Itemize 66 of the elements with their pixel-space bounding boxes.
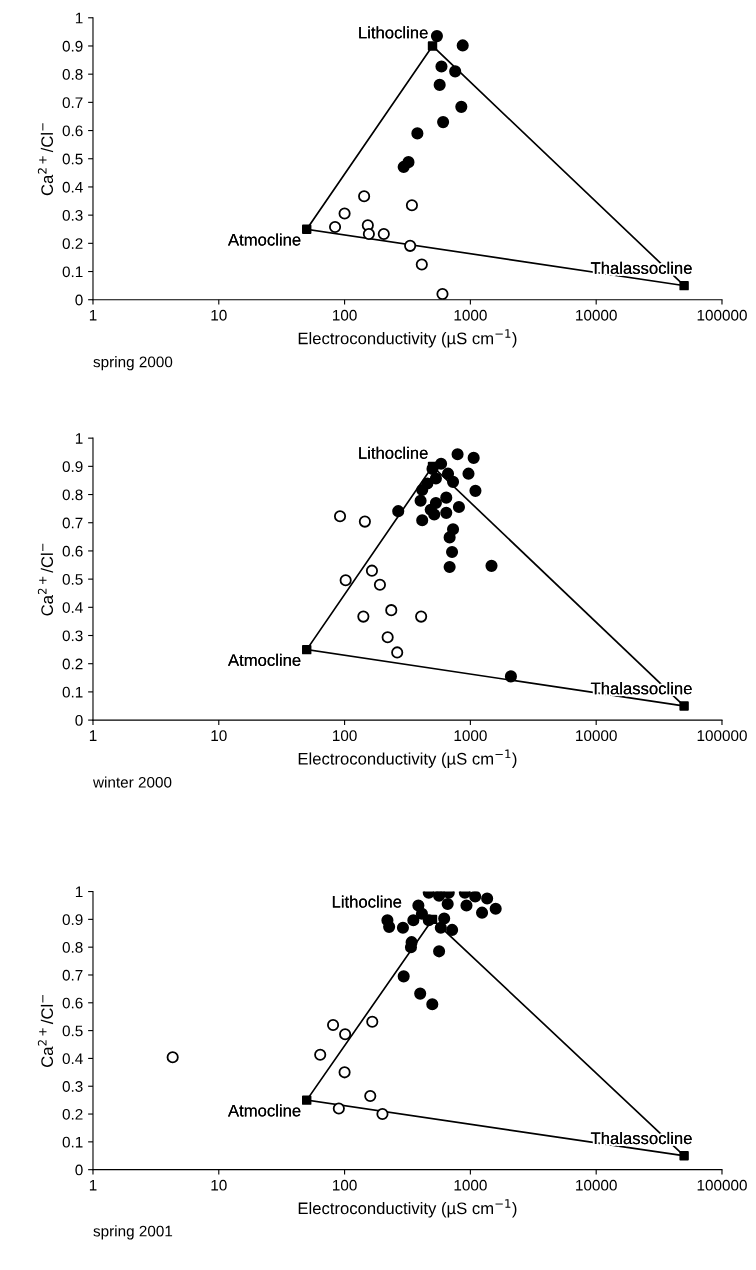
annotation: Lithocline bbox=[332, 895, 402, 908]
y-tick-label: 0.4 bbox=[62, 181, 83, 193]
y-axis-title: Ca$^{2+}$/Cl$^{−}$ bbox=[37, 123, 54, 196]
x-tick-label: 1 bbox=[89, 1179, 97, 1191]
x-tick-label: 100 bbox=[333, 730, 357, 742]
x-axis-title: Electroconductivity (µS cm$^{−1}$) bbox=[298, 749, 517, 768]
y-tick-label: 0.8 bbox=[62, 942, 83, 953]
x-tick-label: 1 bbox=[89, 730, 97, 741]
y-tick-label: 0.3 bbox=[62, 1081, 83, 1092]
y-tick-label: 0.4 bbox=[62, 1053, 83, 1065]
y-tick-label: 0.7 bbox=[62, 969, 83, 981]
y-axis-title: Ca$^{2+}$/Cl$^{−}$ bbox=[37, 995, 54, 1068]
y-tick-label: 0.3 bbox=[62, 630, 83, 642]
x-tick-label: 1000 bbox=[454, 309, 487, 321]
y-tick-label: 0.3 bbox=[62, 210, 83, 221]
annotation: Lithocline bbox=[359, 446, 428, 459]
y-tick-label: 0.6 bbox=[62, 545, 83, 557]
y-tick-label: 0.7 bbox=[62, 97, 83, 109]
x-tick-label: 1 bbox=[89, 310, 97, 321]
x-tick-label: 100 bbox=[333, 1179, 357, 1191]
text: winter 2000 bbox=[92, 776, 172, 788]
x-tick-label: 100000 bbox=[697, 730, 747, 742]
y-tick-label: 0.2 bbox=[62, 238, 83, 250]
y-tick-label: 1 bbox=[75, 433, 83, 444]
y-tick-label: 0.1 bbox=[62, 1136, 83, 1148]
y-tick-label: 0 bbox=[75, 294, 83, 306]
x-tick-label: 10000 bbox=[576, 309, 617, 321]
y-tick-label: 0.5 bbox=[62, 153, 83, 165]
annotation: Atmocline bbox=[228, 653, 301, 667]
x-tick-label: 1000 bbox=[454, 730, 487, 742]
x-axis-title: Electroconductivity (µS cm$^{−1}$) bbox=[298, 1199, 517, 1218]
y-tick-label: 0.7 bbox=[62, 517, 83, 529]
y-tick-label: 1 bbox=[75, 12, 83, 24]
x-tick-label: 100000 bbox=[697, 1179, 747, 1191]
y-tick-label: 0.1 bbox=[62, 266, 83, 278]
y-tick-label: 1 bbox=[75, 886, 83, 898]
text: spring 2000 bbox=[93, 356, 173, 371]
y-tick-label: 0.8 bbox=[62, 69, 83, 80]
y-tick-label: 0.9 bbox=[62, 914, 83, 926]
y-tick-label: 0.1 bbox=[62, 686, 83, 698]
x-tick-label: 100000 bbox=[697, 309, 747, 321]
x-tick-label: 10 bbox=[211, 309, 227, 321]
x-tick-label: 100 bbox=[333, 309, 357, 321]
annotation: Atmocline bbox=[228, 233, 301, 246]
y-tick-label: 0.9 bbox=[62, 40, 83, 52]
y-tick-label: 0.6 bbox=[62, 125, 83, 137]
y-tick-label: 0.6 bbox=[62, 997, 83, 1009]
x-tick-label: 10000 bbox=[576, 1179, 617, 1191]
y-tick-label: 0.2 bbox=[62, 1108, 83, 1120]
x-tick-label: 10000 bbox=[576, 730, 617, 742]
x-axis-title: Electroconductivity (µS cm$^{−1}$) bbox=[298, 329, 517, 348]
x-tick-label: 10 bbox=[211, 730, 227, 742]
y-tick-label: 0.5 bbox=[62, 1025, 83, 1037]
y-axis-title: Ca$^{2+}$/Cl$^{−}$ bbox=[37, 543, 54, 616]
annotation: Atmocline bbox=[228, 1104, 301, 1117]
text: spring 2001 bbox=[93, 1225, 173, 1240]
y-tick-label: 0.2 bbox=[62, 658, 83, 670]
y-tick-label: 0.9 bbox=[62, 461, 83, 473]
y-tick-label: 0 bbox=[75, 714, 83, 726]
y-tick-label: 0 bbox=[75, 1164, 83, 1176]
y-tick-label: 0.8 bbox=[62, 489, 83, 501]
y-tick-label: 0.5 bbox=[62, 573, 83, 585]
y-tick-label: 0.4 bbox=[62, 602, 83, 613]
x-tick-label: 10 bbox=[211, 1179, 227, 1191]
annotation: Lithocline bbox=[359, 26, 428, 39]
x-tick-label: 1000 bbox=[454, 1179, 487, 1191]
